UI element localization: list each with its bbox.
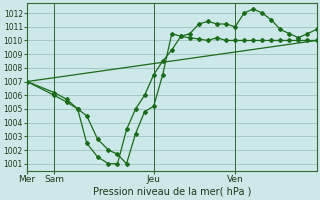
X-axis label: Pression niveau de la mer( hPa ): Pression niveau de la mer( hPa ) bbox=[92, 187, 251, 197]
